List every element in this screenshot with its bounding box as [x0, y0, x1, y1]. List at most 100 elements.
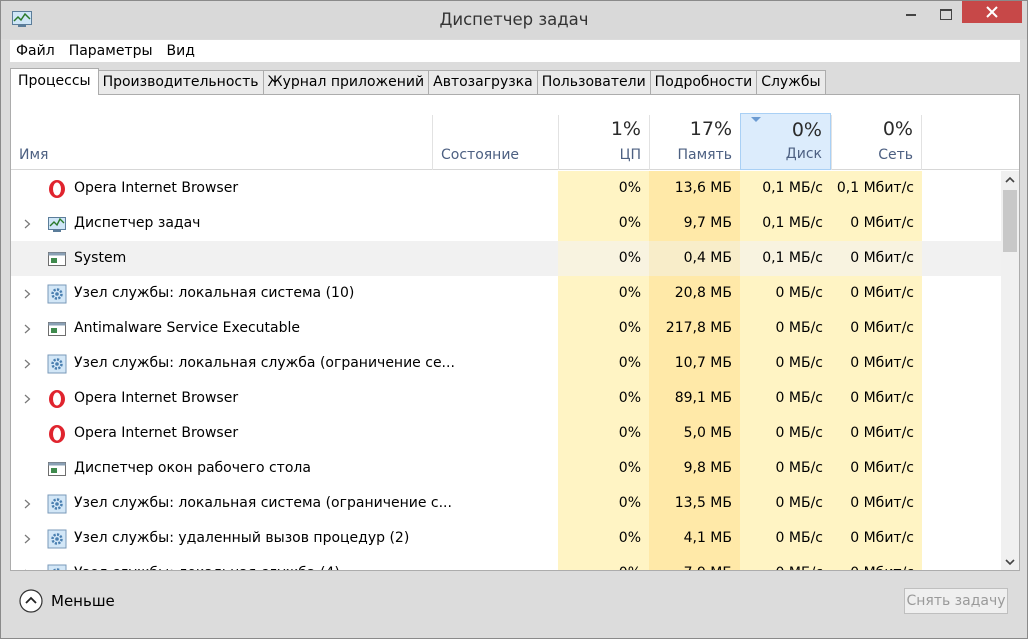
service-host-icon — [47, 494, 67, 514]
process-row[interactable]: Узел службы: локальная служба (4) 0%7,9 М… — [11, 556, 1001, 570]
column-header-network[interactable]: 0% Сеть — [831, 115, 922, 170]
process-row[interactable]: Узел службы: локальная система (10) 0% 20,… — [11, 276, 1001, 311]
process-name: Узел службы: локальная система (10) — [74, 285, 355, 301]
column-header-status[interactable]: Состояние — [432, 115, 558, 170]
system-process-icon — [47, 459, 67, 479]
tab-app-history[interactable]: Журнал приложений — [263, 70, 430, 95]
expand-arrow-icon[interactable] — [24, 533, 31, 544]
process-disk: 0,1 МБ/с — [740, 206, 831, 241]
tab-strip: Процессы Производительность Журнал прило… — [10, 68, 826, 95]
process-cpu: 0% — [558, 381, 649, 416]
scrollbar-thumb[interactable] — [1003, 190, 1017, 252]
process-network: 0 Мбит/с — [831, 556, 922, 570]
column-header-row: Имя Состояние 1% ЦП 17% Память 0% Диск — [11, 95, 1019, 170]
close-button[interactable] — [962, 1, 1022, 23]
process-memory: 89,1 МБ — [649, 381, 740, 416]
process-row[interactable]: Узел службы: локальная служба (ограничен… — [11, 346, 1001, 381]
process-disk: 0,1 МБ/с — [740, 171, 831, 206]
column-header-disk[interactable]: 0% Диск — [740, 113, 831, 170]
expand-arrow-icon[interactable] — [24, 288, 31, 299]
process-network: 0,1 Мбит/с — [831, 171, 922, 206]
tab-startup[interactable]: Автозагрузка — [429, 70, 538, 95]
process-memory: 13,6 МБ — [649, 171, 740, 206]
tab-processes[interactable]: Процессы — [10, 68, 99, 95]
menu-options[interactable]: Параметры — [68, 43, 153, 59]
title-bar[interactable]: Диспетчер задач — [1, 1, 1027, 39]
process-cpu: 0% — [558, 206, 649, 241]
process-network: 0 Мбит/с — [831, 451, 922, 486]
process-name: Узел службы: удаленный вызов процедур (2… — [74, 530, 410, 546]
tab-performance[interactable]: Производительность — [98, 70, 264, 95]
process-row[interactable]: Узел службы: удаленный вызов процедур (2… — [11, 521, 1001, 556]
process-row[interactable]: Узел службы: локальная система (ограниче… — [11, 486, 1001, 521]
menu-file[interactable]: Файл — [16, 43, 55, 59]
opera-icon — [47, 424, 67, 444]
expand-arrow-icon[interactable] — [24, 358, 31, 369]
service-host-icon — [47, 529, 67, 549]
fewer-details-button[interactable]: Меньше — [19, 589, 115, 613]
process-name: Диспетчер окон рабочего стола — [74, 460, 311, 476]
column-memory-label: Память — [677, 147, 733, 163]
column-network-label: Сеть — [878, 147, 913, 163]
process-name: Opera Internet Browser — [74, 425, 239, 441]
column-header-memory[interactable]: 17% Память — [649, 115, 740, 170]
process-network: 0 Мбит/с — [831, 521, 922, 556]
window-title: Диспетчер задач — [439, 10, 589, 29]
process-row[interactable]: Opera Internet Browser 0% 13,6 МБ 0,1 МБ/с 0… — [11, 171, 1001, 206]
service-host-icon — [47, 354, 67, 374]
process-cpu: 0% — [558, 521, 649, 556]
process-cpu: 0% — [558, 276, 649, 311]
process-disk: 0 МБ/с — [740, 311, 831, 346]
process-memory: 4,1 МБ — [649, 521, 740, 556]
column-header-name[interactable]: Имя — [11, 115, 432, 170]
column-header-cpu[interactable]: 1% ЦП — [558, 115, 649, 170]
expand-arrow-icon[interactable] — [24, 568, 31, 570]
tab-users[interactable]: Пользователи — [537, 70, 651, 95]
scroll-up-button[interactable] — [1001, 171, 1019, 188]
memory-total-percent: 17% — [689, 118, 732, 140]
opera-icon — [47, 179, 67, 199]
chevron-up-circle-icon — [19, 589, 43, 613]
process-row[interactable]: Antimalware Service Executable 0% 217,8 МБ… — [11, 311, 1001, 346]
process-memory: 20,8 МБ — [649, 276, 740, 311]
column-name-label: Имя — [19, 147, 49, 163]
vertical-scrollbar[interactable] — [1001, 171, 1019, 570]
service-host-icon — [47, 564, 67, 570]
process-disk: 0 МБ/с — [740, 381, 831, 416]
process-memory: 7,9 МБ — [649, 556, 740, 570]
process-memory: 9,7 МБ — [649, 206, 740, 241]
process-row[interactable]: Диспетчер задач 0% 9,7 МБ 0,1 МБ/с 0 Мбит/с — [11, 206, 1001, 241]
process-name: Antimalware Service Executable — [74, 320, 301, 336]
process-row[interactable]: Opera Internet Browser 0% 89,1 МБ 0 МБ/с 0 М… — [11, 381, 1001, 416]
scroll-down-button[interactable] — [1001, 554, 1019, 570]
process-network: 0 Мбит/с — [831, 276, 922, 311]
end-task-button[interactable]: Снять задачу — [904, 588, 1008, 614]
task-manager-icon — [12, 11, 32, 27]
process-memory: 13,5 МБ — [649, 486, 740, 521]
menu-view[interactable]: Вид — [166, 43, 195, 59]
processes-panel: Имя Состояние 1% ЦП 17% Память 0% Диск — [10, 94, 1020, 571]
process-row[interactable]: Opera Internet Browser 0% 5,0 МБ 0 МБ/с 0 Мб… — [11, 416, 1001, 451]
maximize-button[interactable] — [928, 1, 962, 23]
sort-descending-icon — [751, 117, 761, 122]
process-disk: 0 МБ/с — [740, 276, 831, 311]
minimize-button[interactable] — [894, 1, 928, 23]
process-name: Opera Internet Browser — [74, 390, 239, 406]
process-cpu: 0% — [558, 241, 649, 276]
expand-arrow-icon[interactable] — [24, 218, 31, 229]
fewer-details-label: Меньше — [51, 592, 115, 610]
process-name: Узел службы: локальная служба (4) — [74, 565, 340, 570]
tab-details[interactable]: Подробности — [650, 70, 758, 95]
process-row[interactable]: System 0% 0,4 МБ 0,1 МБ/с 0 Мбит/с — [11, 241, 1001, 276]
expand-arrow-icon[interactable] — [24, 498, 31, 509]
expand-arrow-icon[interactable] — [24, 393, 31, 404]
disk-total-percent: 0% — [791, 119, 822, 141]
process-row[interactable]: Диспетчер окон рабочего стола 0% 9,8 МБ 0 М… — [11, 451, 1001, 486]
process-name: System — [74, 250, 127, 266]
tab-services[interactable]: Службы — [757, 70, 826, 95]
process-cpu: 0% — [558, 451, 649, 486]
process-network: 0 Мбит/с — [831, 241, 922, 276]
process-network: 0 Мбит/с — [831, 381, 922, 416]
expand-arrow-icon[interactable] — [24, 323, 31, 334]
process-network: 0 Мбит/с — [831, 416, 922, 451]
